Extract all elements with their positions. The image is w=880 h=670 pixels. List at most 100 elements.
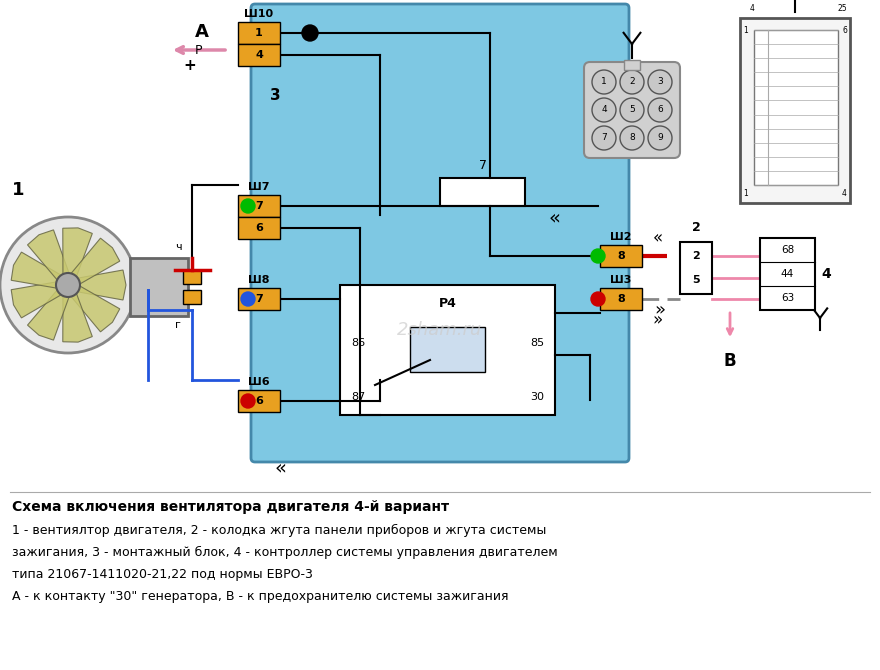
Text: 1 - вентиялтор двигателя, 2 - колодка жгута панели приборов и жгута системы: 1 - вентиялтор двигателя, 2 - колодка жг… xyxy=(12,524,546,537)
Polygon shape xyxy=(73,270,126,300)
Bar xyxy=(183,290,201,304)
Text: 7: 7 xyxy=(601,133,607,143)
Text: Р4: Р4 xyxy=(438,297,457,310)
Text: Ш8: Ш8 xyxy=(248,275,270,285)
Bar xyxy=(440,178,525,206)
Text: 6: 6 xyxy=(657,105,663,115)
Bar xyxy=(238,44,280,66)
Circle shape xyxy=(620,98,644,122)
FancyBboxPatch shape xyxy=(584,62,680,158)
Text: Ш6: Ш6 xyxy=(248,377,270,387)
Bar xyxy=(754,30,838,185)
Bar xyxy=(183,270,201,284)
Circle shape xyxy=(648,126,672,150)
Text: 1: 1 xyxy=(743,26,748,35)
Text: Ш7: Ш7 xyxy=(248,182,270,192)
Text: 85: 85 xyxy=(530,338,544,348)
Text: 25: 25 xyxy=(837,4,847,13)
Text: Схема включения вентилятора двигателя 4-й вариант: Схема включения вентилятора двигателя 4-… xyxy=(12,500,449,514)
Text: 7: 7 xyxy=(255,201,263,211)
Bar xyxy=(600,288,642,310)
Text: 1: 1 xyxy=(601,78,607,86)
Text: 4: 4 xyxy=(750,4,754,13)
Bar xyxy=(680,242,712,294)
Text: г: г xyxy=(175,320,181,330)
Text: 7: 7 xyxy=(479,159,487,172)
Text: 3: 3 xyxy=(269,88,281,103)
Text: Ш3: Ш3 xyxy=(611,275,632,285)
Text: Ш10: Ш10 xyxy=(245,9,274,19)
Circle shape xyxy=(592,70,616,94)
Text: 86: 86 xyxy=(351,338,365,348)
Text: 2: 2 xyxy=(693,251,700,261)
Text: 8: 8 xyxy=(629,133,634,143)
Polygon shape xyxy=(27,230,70,283)
Bar xyxy=(760,238,815,310)
Text: 1: 1 xyxy=(11,181,25,199)
Text: 7: 7 xyxy=(255,294,263,304)
Circle shape xyxy=(56,273,80,297)
FancyBboxPatch shape xyxy=(251,4,629,462)
Circle shape xyxy=(648,70,672,94)
Text: 9: 9 xyxy=(657,133,663,143)
Bar xyxy=(238,22,280,44)
Text: »: » xyxy=(655,301,665,319)
Circle shape xyxy=(648,98,672,122)
Circle shape xyxy=(620,126,644,150)
Circle shape xyxy=(620,70,644,94)
Text: 5: 5 xyxy=(629,105,634,115)
Text: «: « xyxy=(274,458,286,478)
Circle shape xyxy=(302,25,318,41)
Text: ч: ч xyxy=(175,242,181,252)
Text: 68: 68 xyxy=(781,245,794,255)
Bar xyxy=(740,18,850,203)
Text: 87: 87 xyxy=(351,392,365,402)
Bar xyxy=(238,390,280,412)
Text: 63: 63 xyxy=(781,293,794,303)
Text: А: А xyxy=(195,23,209,41)
Bar xyxy=(238,195,280,217)
Text: типа 21067-1411020-21,22 под нормы ЕВРО-3: типа 21067-1411020-21,22 под нормы ЕВРО-… xyxy=(12,568,313,581)
Text: 3: 3 xyxy=(657,78,663,86)
Text: 6: 6 xyxy=(255,223,263,233)
Text: 2sham.ru: 2sham.ru xyxy=(398,321,482,339)
Text: 1: 1 xyxy=(743,189,748,198)
Text: 2: 2 xyxy=(692,221,700,234)
Text: 6: 6 xyxy=(255,396,263,406)
Polygon shape xyxy=(68,238,120,286)
Polygon shape xyxy=(62,228,92,281)
Text: «: « xyxy=(653,229,663,247)
Circle shape xyxy=(241,394,255,408)
Text: «: « xyxy=(549,208,561,228)
Polygon shape xyxy=(11,281,65,318)
Polygon shape xyxy=(62,289,92,342)
Circle shape xyxy=(0,217,136,353)
Text: 4: 4 xyxy=(842,189,847,198)
Text: В: В xyxy=(723,352,737,370)
Polygon shape xyxy=(68,283,120,332)
Bar xyxy=(238,217,280,239)
Text: 5: 5 xyxy=(693,275,700,285)
Circle shape xyxy=(591,249,605,263)
Polygon shape xyxy=(11,252,65,289)
Bar xyxy=(130,258,188,316)
Circle shape xyxy=(591,292,605,306)
Circle shape xyxy=(241,199,255,213)
Circle shape xyxy=(592,126,616,150)
Text: 30: 30 xyxy=(530,392,544,402)
Bar xyxy=(238,288,280,310)
Text: 44: 44 xyxy=(781,269,794,279)
Text: Ш2: Ш2 xyxy=(610,232,632,242)
Text: 2: 2 xyxy=(629,78,634,86)
Text: »: » xyxy=(653,311,664,329)
Text: +: + xyxy=(184,58,196,74)
Bar xyxy=(410,327,485,372)
Text: зажигания, 3 - монтажный блок, 4 - контроллер системы управления двигателем: зажигания, 3 - монтажный блок, 4 - контр… xyxy=(12,546,558,559)
Bar xyxy=(624,60,640,70)
Bar xyxy=(340,285,555,415)
Text: 4: 4 xyxy=(255,50,263,60)
Circle shape xyxy=(592,98,616,122)
Circle shape xyxy=(241,292,255,306)
Text: Р: Р xyxy=(195,44,202,56)
Text: 8: 8 xyxy=(617,251,625,261)
